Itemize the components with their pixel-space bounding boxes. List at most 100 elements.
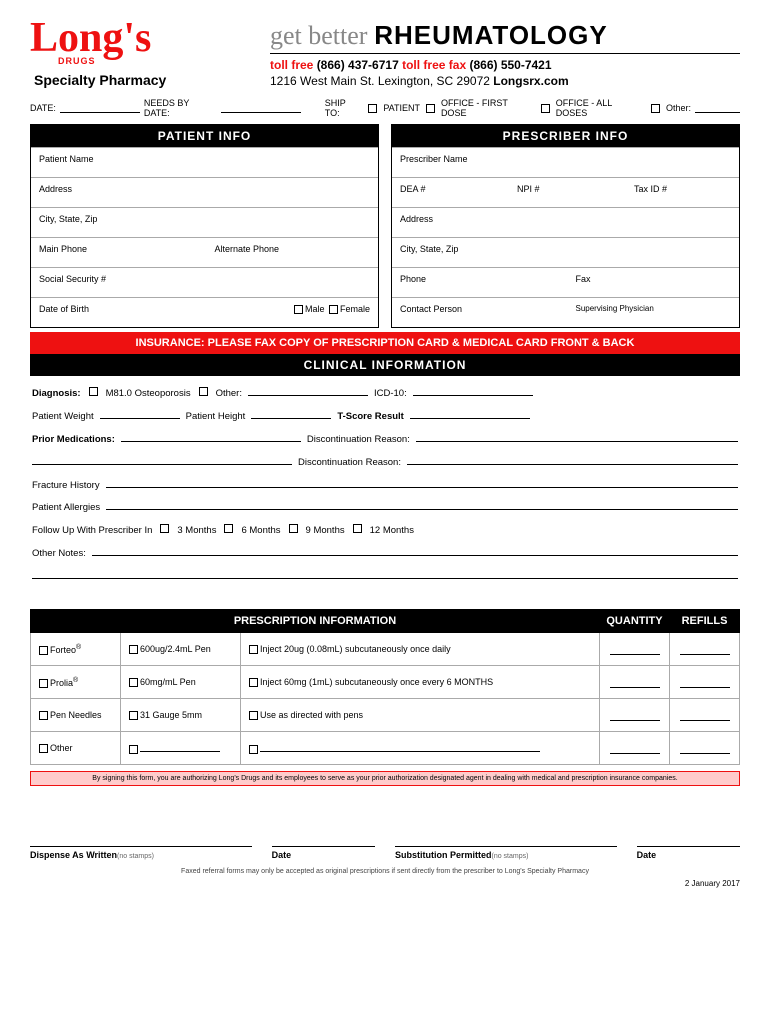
fu-3m-checkbox[interactable] <box>160 524 169 533</box>
other-sig-cell[interactable] <box>241 732 600 765</box>
needles-label: Pen Needles <box>50 710 102 720</box>
fu-6m-checkbox[interactable] <box>224 524 233 533</box>
prolia-sig-cell[interactable]: Inject 60mg (1mL) subcutaneously once ev… <box>241 666 600 699</box>
prescriber-csz-cell[interactable]: City, State, Zip <box>392 237 739 267</box>
prolia-strength-cell[interactable]: 60mg/mL Pen <box>121 666 241 699</box>
patient-dob-cell[interactable]: Date of BirthMale Female <box>31 297 378 327</box>
discreason-input1[interactable] <box>416 430 738 442</box>
address-text: 1216 West Main St. Lexington, SC 29072 <box>270 74 490 88</box>
prolia-cell[interactable]: Prolia® <box>31 666 121 699</box>
reg-icon: ® <box>73 677 78 684</box>
other-sig-input[interactable] <box>260 742 540 752</box>
male-checkbox[interactable] <box>294 305 303 314</box>
other-label: Other <box>50 743 73 753</box>
prescriber-name-cell[interactable]: Prescriber Name <box>392 147 739 177</box>
dispense-sig[interactable]: Dispense As Written(no stamps) <box>30 846 252 860</box>
prescriber-info-box: PRESCRIBER INFO Prescriber Name DEA #NPI… <box>391 124 740 328</box>
shipto-office-first-checkbox[interactable] <box>426 104 435 113</box>
height-input[interactable] <box>251 409 331 419</box>
needles-refill-input[interactable] <box>680 709 730 721</box>
prescriber-contact-cell[interactable]: Contact PersonSupervising Physician <box>392 297 739 327</box>
date1-sig[interactable]: Date <box>272 846 375 860</box>
shipto-other-checkbox[interactable] <box>651 104 660 113</box>
patient-name-cell[interactable]: Patient Name <box>31 147 378 177</box>
discreason-input2[interactable] <box>407 453 738 465</box>
needles-cell[interactable]: Pen Needles <box>31 699 121 732</box>
shipto-patient-checkbox[interactable] <box>368 104 377 113</box>
shipto-other-input[interactable] <box>695 103 740 113</box>
fu-9m-checkbox[interactable] <box>289 524 298 533</box>
icd-input[interactable] <box>413 386 533 396</box>
forteo-refill-cell[interactable] <box>670 633 740 666</box>
needsby-input[interactable] <box>221 103 301 113</box>
needles-qty-cell[interactable] <box>600 699 670 732</box>
notes-input2[interactable] <box>32 567 738 579</box>
diag-osteo-checkbox[interactable] <box>89 387 98 396</box>
notes-input[interactable] <box>92 544 738 556</box>
other-checkbox[interactable] <box>39 744 48 753</box>
other-strength-cell[interactable] <box>121 732 241 765</box>
substitution-sig[interactable]: Substitution Permitted(no stamps) <box>395 846 617 860</box>
header-divider <box>270 53 740 54</box>
patient-address-cell[interactable]: Address <box>31 177 378 207</box>
patient-info-header: PATIENT INFO <box>31 125 378 147</box>
fracture-row: Fracture History <box>32 476 738 497</box>
needles-checkbox[interactable] <box>39 711 48 720</box>
diag-other-checkbox[interactable] <box>199 387 208 396</box>
rx-prolia-row: Prolia® 60mg/mL Pen Inject 60mg (1mL) su… <box>31 666 740 699</box>
height-label: Patient Height <box>186 407 246 428</box>
priormed-input1[interactable] <box>121 432 301 442</box>
header-right: get better RHEUMATOLOGY toll free (866) … <box>230 20 740 88</box>
female-checkbox[interactable] <box>329 305 338 314</box>
other-qty-input[interactable] <box>610 742 660 754</box>
priormed-input2[interactable] <box>32 455 292 465</box>
needles-gauge-cell[interactable]: 31 Gauge 5mm <box>121 699 241 732</box>
patient-csz-cell[interactable]: City, State, Zip <box>31 207 378 237</box>
other-strength-checkbox[interactable] <box>129 745 138 754</box>
forteo-strength-checkbox[interactable] <box>129 645 138 654</box>
other-qty-cell[interactable] <box>600 732 670 765</box>
tscore-input[interactable] <box>410 409 530 419</box>
weight-input[interactable] <box>100 409 180 419</box>
forteo-sig-cell[interactable]: Inject 20ug (0.08mL) subcutaneously once… <box>241 633 600 666</box>
forteo-checkbox[interactable] <box>39 646 48 655</box>
allergies-input[interactable] <box>106 498 738 510</box>
needles-gauge-checkbox[interactable] <box>129 711 138 720</box>
fu-12m-checkbox[interactable] <box>353 524 362 533</box>
date2-sig[interactable]: Date <box>637 846 740 860</box>
fracture-input[interactable] <box>106 476 738 488</box>
dea-label: DEA # <box>400 184 497 195</box>
diag-other-input[interactable] <box>248 386 368 396</box>
forteo-qty-input[interactable] <box>610 643 660 655</box>
prolia-qty-cell[interactable] <box>600 666 670 699</box>
prolia-refill-input[interactable] <box>680 676 730 688</box>
forteo-qty-cell[interactable] <box>600 633 670 666</box>
prolia-qty-input[interactable] <box>610 676 660 688</box>
needles-refill-cell[interactable] <box>670 699 740 732</box>
other-refill-input[interactable] <box>680 742 730 754</box>
prescriber-ids-cell[interactable]: DEA #NPI #Tax ID # <box>392 177 739 207</box>
other-cell[interactable]: Other <box>31 732 121 765</box>
patient-ssn-cell[interactable]: Social Security # <box>31 267 378 297</box>
forteo-refill-input[interactable] <box>680 643 730 655</box>
prolia-refill-cell[interactable] <box>670 666 740 699</box>
get-better-text: get better <box>270 21 367 50</box>
prescriber-phone-cell[interactable]: PhoneFax <box>392 267 739 297</box>
other-strength-input[interactable] <box>140 742 220 752</box>
prescriber-address-cell[interactable]: Address <box>392 207 739 237</box>
prolia-sig-checkbox[interactable] <box>249 678 258 687</box>
prolia-checkbox[interactable] <box>39 679 48 688</box>
forteo-cell[interactable]: Forteo® <box>31 633 121 666</box>
forteo-strength-cell[interactable]: 600ug/2.4mL Pen <box>121 633 241 666</box>
date-input[interactable] <box>60 103 140 113</box>
needles-sig-checkbox[interactable] <box>249 711 258 720</box>
needles-sig-cell[interactable]: Use as directed with pens <box>241 699 600 732</box>
shipto-office-all-checkbox[interactable] <box>541 104 550 113</box>
other-sig-checkbox[interactable] <box>249 745 258 754</box>
forteo-sig-checkbox[interactable] <box>249 645 258 654</box>
prolia-strength-checkbox[interactable] <box>129 678 138 687</box>
needles-qty-input[interactable] <box>610 709 660 721</box>
needles-sig-label: Use as directed with pens <box>260 710 363 720</box>
other-refill-cell[interactable] <box>670 732 740 765</box>
patient-phone-cell[interactable]: Main PhoneAlternate Phone <box>31 237 378 267</box>
